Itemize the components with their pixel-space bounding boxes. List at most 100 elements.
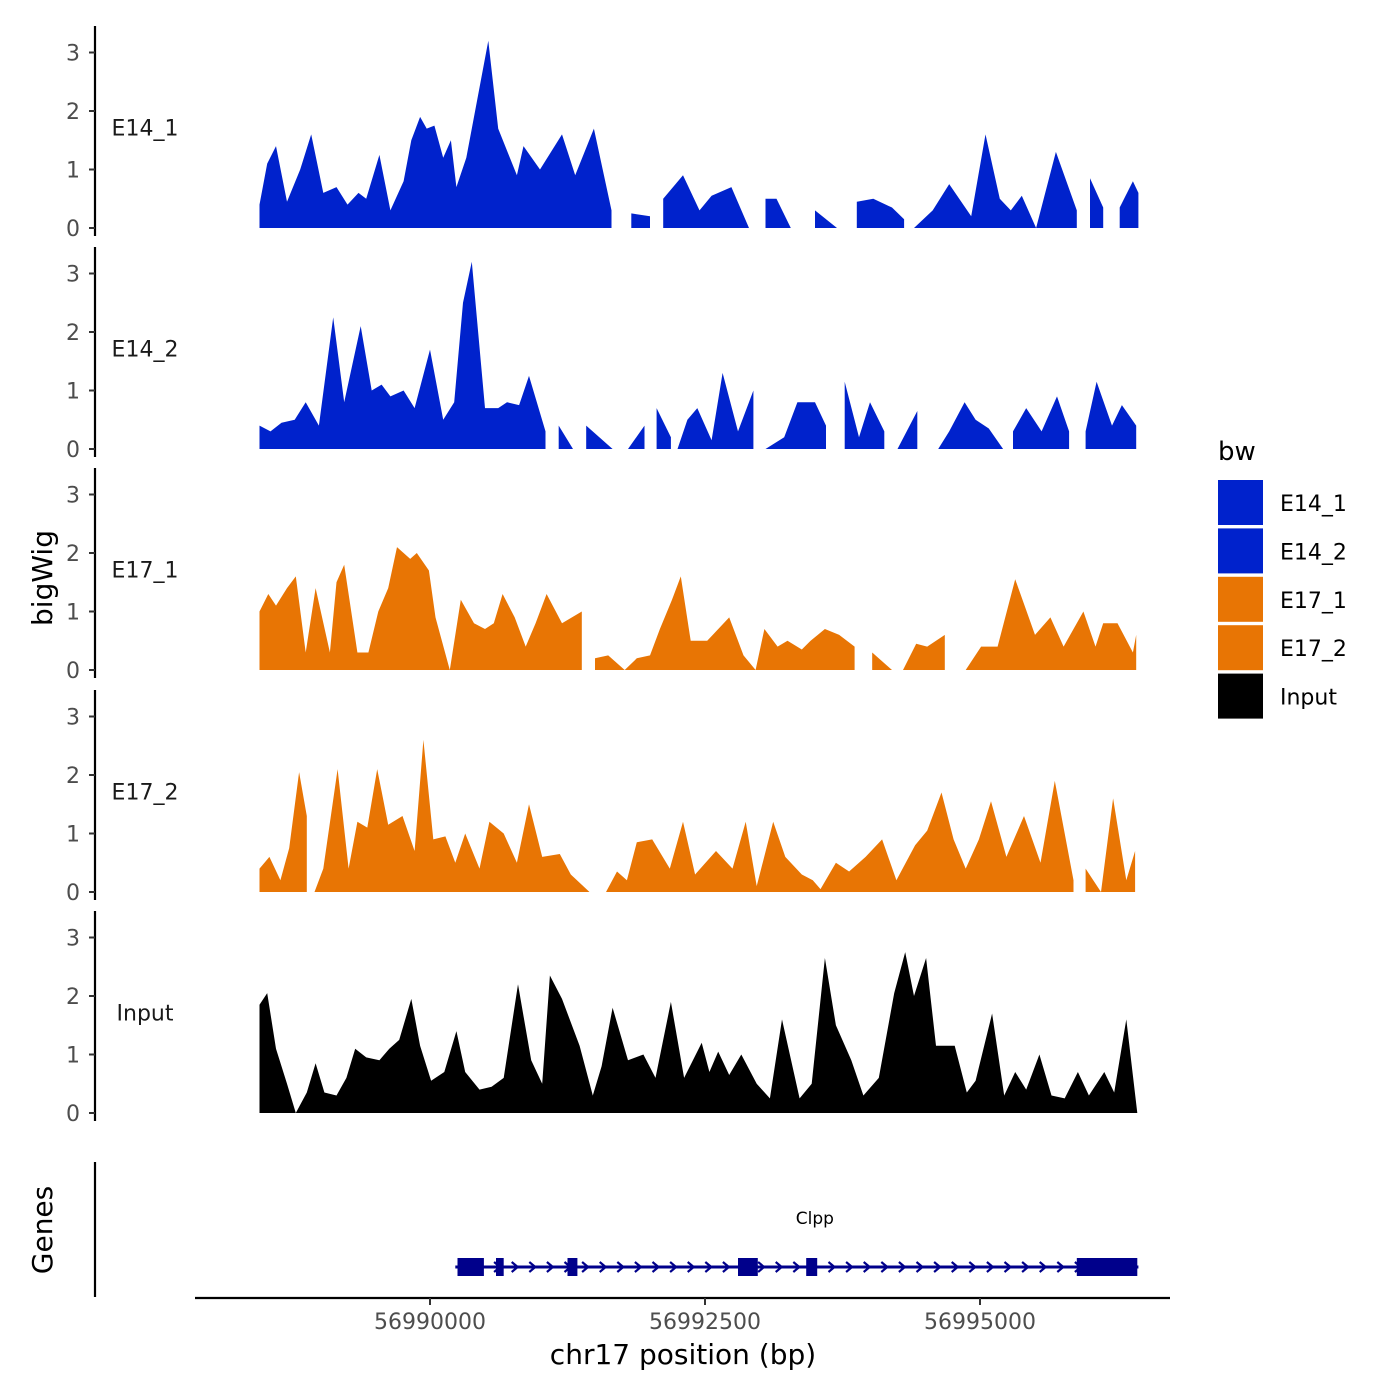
y-tick-label: 0 — [66, 1102, 80, 1127]
gene-exon — [457, 1258, 484, 1276]
coverage-area-E14_2 — [677, 372, 754, 449]
coverage-area-E17_1 — [903, 634, 945, 670]
y-tick-label: 1 — [66, 380, 80, 405]
legend-title: bw — [1218, 437, 1256, 467]
legend-label: E17_1 — [1280, 589, 1347, 614]
track-E17_1: 0 1 2 3 E17_1 — [66, 468, 1137, 684]
strand-chevron — [950, 1261, 960, 1273]
gene-exon — [567, 1258, 578, 1276]
gene-track: Clpp — [93, 1162, 1139, 1297]
y-tick-label: 1 — [66, 601, 80, 626]
track-E14_1: 0 1 2 3 E14_1 — [66, 26, 1139, 242]
legend-label: E17_2 — [1280, 637, 1347, 662]
y-tick-label: 3 — [66, 42, 80, 67]
y-tick-label: 0 — [66, 217, 80, 242]
gene-exon — [496, 1258, 504, 1276]
strand-chevron — [933, 1261, 942, 1273]
gene-exon — [738, 1258, 758, 1276]
x-axis-title: chr17 position (bp) — [550, 1338, 816, 1371]
strand-chevron — [1056, 1261, 1066, 1273]
strand-chevron — [986, 1261, 995, 1273]
legend-swatch — [1218, 625, 1263, 671]
coverage-area-E14_2 — [1013, 396, 1070, 449]
strand-chevron — [827, 1261, 837, 1273]
y-tick-label: 2 — [66, 985, 80, 1010]
coverage-area-E14_1 — [663, 175, 749, 228]
y-tick-label: 0 — [66, 659, 80, 684]
x-tick-label: 56995000 — [924, 1310, 1036, 1335]
y-tick-label: 3 — [66, 263, 80, 288]
legend-swatch — [1218, 673, 1263, 719]
y-tick-label: 3 — [66, 706, 80, 731]
coverage-area-E14_2 — [586, 425, 613, 449]
gene-exon — [1076, 1258, 1138, 1276]
strand-chevron — [634, 1261, 643, 1273]
coverage-area-E17_2 — [1085, 798, 1136, 892]
strand-chevron — [1038, 1261, 1048, 1273]
strand-chevron — [616, 1261, 626, 1273]
strand-chevron — [686, 1261, 696, 1273]
gene-name-label: Clpp — [796, 1209, 834, 1229]
strand-chevron — [880, 1261, 890, 1273]
legend-label: Input — [1280, 686, 1337, 711]
coverage-tracks: 0 1 2 3 E14_1 0 1 2 3 E14_2 0 1 2 3 E17_1 0 1 2 3 E17_2 0 1 2 3… — [66, 26, 1139, 1127]
strand-chevron — [774, 1261, 784, 1273]
coverage-area-E17_1 — [872, 652, 892, 670]
coverage-area-E14_2 — [259, 261, 546, 449]
coverage-area-Input — [259, 952, 1138, 1113]
coverage-area-E14_1 — [815, 210, 837, 228]
coverage-area-E14_1 — [631, 213, 650, 228]
track-label: E14_1 — [112, 117, 179, 142]
coverage-area-E17_1 — [259, 547, 582, 670]
strand-chevron — [704, 1261, 714, 1273]
legend-swatch — [1218, 528, 1263, 574]
strand-chevron — [862, 1261, 872, 1273]
coverage-area-E14_2 — [844, 381, 885, 449]
coverage-area-E14_2 — [558, 425, 573, 449]
coverage-area-E14_1 — [1119, 181, 1139, 228]
strand-chevron — [581, 1261, 590, 1273]
legend-swatch — [1218, 480, 1263, 525]
strand-chevron — [669, 1261, 678, 1273]
coverage-area-E14_1 — [914, 134, 1077, 228]
y-tick-label: 2 — [66, 764, 80, 789]
y-tick-label: 0 — [66, 881, 80, 906]
track-label: E17_1 — [112, 559, 179, 584]
strand-chevron — [898, 1261, 907, 1273]
strand-chevron — [845, 1261, 854, 1273]
strand-chevron — [1021, 1261, 1030, 1273]
coverage-area-E14_2 — [656, 408, 671, 449]
y-tick-label: 0 — [66, 438, 80, 463]
legend: bw E14_1 E14_2 E17_1 E17_2 Input — [1218, 437, 1347, 719]
coverage-area-E17_1 — [965, 579, 1137, 670]
y-axis-title: bigWig — [26, 530, 59, 626]
strand-chevron — [792, 1261, 802, 1273]
y-tick-label: 1 — [66, 823, 80, 848]
track-label: E14_2 — [112, 338, 179, 363]
coverage-area-E14_1 — [1090, 178, 1104, 228]
y-tick-label: 3 — [66, 927, 80, 952]
coverage-area-E17_1 — [595, 576, 855, 670]
y-tick-label: 2 — [66, 321, 80, 346]
y-tick-label: 2 — [66, 542, 80, 567]
track-label: Input — [117, 1002, 174, 1027]
legend-label: E14_1 — [1280, 492, 1347, 517]
coverage-area-E14_2 — [938, 402, 1004, 449]
coverage-area-E14_2 — [897, 411, 918, 449]
track-E14_2: 0 1 2 3 E14_2 — [66, 247, 1137, 463]
strand-chevron — [528, 1261, 538, 1273]
x-tick-label: 56990000 — [374, 1310, 486, 1335]
legend-swatch — [1218, 576, 1263, 622]
coverage-area-E17_2 — [259, 772, 307, 892]
strand-chevron — [968, 1261, 978, 1273]
coverage-area-E17_2 — [606, 780, 1074, 892]
legend-label: E14_2 — [1280, 540, 1347, 565]
y-tick-label: 2 — [66, 100, 80, 125]
track-label: E17_2 — [112, 781, 179, 806]
strand-chevron — [915, 1261, 925, 1273]
x-tick-label: 56992500 — [649, 1310, 761, 1335]
strand-chevron — [510, 1261, 520, 1273]
strand-chevron — [722, 1261, 731, 1273]
coverage-area-E14_1 — [259, 40, 612, 228]
